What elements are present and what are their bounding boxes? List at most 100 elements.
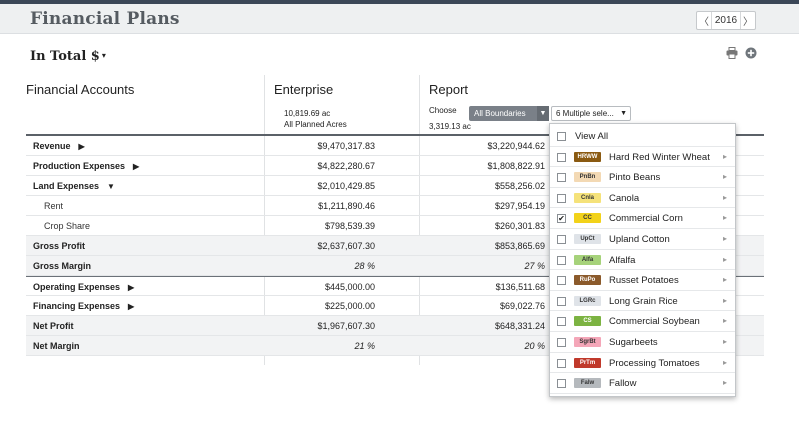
row-label: Net Margin: [33, 341, 80, 351]
checkbox[interactable]: [557, 152, 566, 162]
boundary-select-value: All Boundaries: [474, 109, 526, 118]
row-label: Revenue ▶: [33, 141, 85, 151]
crop-code-badge: Cnla: [574, 192, 601, 203]
chevron-right-icon[interactable]: ▸: [722, 295, 727, 305]
chevron-right-icon[interactable]: ▸: [722, 213, 727, 223]
boundary-select[interactable]: All Boundaries ▼: [469, 106, 549, 121]
crop-name: Processing Tomatoes: [609, 357, 700, 369]
table-row[interactable]: Financing Expenses ▶ $225,000.00 $69,022.…: [26, 296, 764, 316]
crop-dropdown-menu: View All HRWW Hard Red Winter Wheat ▸ PnBn P…: [549, 123, 736, 397]
dropdown-item[interactable]: HRWW Hard Red Winter Wheat ▸: [550, 147, 735, 168]
enterprise-acres: 10,819.69 ac: [284, 109, 331, 118]
total-mode-select[interactable]: In Total $ ▾: [30, 49, 106, 64]
crop-code-badge: UpCt: [574, 234, 601, 244]
enterprise-value: 28 %: [354, 261, 375, 271]
crop-code-badge: LGRc: [574, 295, 601, 306]
column-divider: [264, 75, 265, 365]
dropdown-item[interactable]: LGRc Long Grain Rice ▸: [550, 291, 735, 312]
crop-code-badge: HRWW: [574, 151, 601, 162]
enterprise-value: $445,000.00: [324, 282, 375, 292]
row-label: Rent: [44, 201, 64, 211]
chevron-right-icon[interactable]: ▸: [722, 378, 727, 388]
crop-name: Hard Red Winter Wheat: [609, 151, 710, 163]
table-row: Crop Share $798,539.39 $260,301.83: [26, 216, 764, 236]
crop-name: Commercial Soybean: [609, 316, 700, 328]
dropdown-item[interactable]: Alfa Alfalfa ▸: [550, 250, 735, 271]
expand-arrow-icon[interactable]: ▶: [128, 283, 135, 292]
crop-name: Commercial Corn: [609, 213, 683, 225]
crop-name: Upland Cotton: [609, 234, 670, 245]
app-header: Financial Plans 〈 2016 〉: [0, 4, 799, 34]
row-label: Financing Expenses ▶: [33, 301, 135, 311]
chevron-right-icon[interactable]: 〉: [743, 17, 753, 28]
crop-code-badge: Falw: [574, 378, 601, 389]
chevron-right-icon[interactable]: ▸: [722, 357, 727, 367]
checkbox[interactable]: [557, 338, 566, 347]
table-row[interactable]: Operating Expenses ▶ $445,000.00 $136,511…: [26, 276, 764, 296]
dropdown-item[interactable]: PrTm Processing Tomatoes ▸: [550, 353, 735, 374]
enterprise-value: $1,967,607.30: [317, 321, 375, 331]
enterprise-value: $9,470,317.83: [317, 141, 375, 151]
enterprise-value: 21 %: [354, 341, 375, 351]
expand-arrow-icon[interactable]: ▶: [128, 302, 135, 311]
chevron-right-icon[interactable]: ▸: [722, 254, 727, 264]
table-row[interactable]: Revenue ▶ $9,470,317.83 $3,220,944.62: [26, 136, 764, 156]
dropdown-item[interactable]: ✔ CC Commercial Corn ▸: [550, 208, 735, 229]
report-value: $558,256.02: [494, 181, 545, 191]
table-header-rule: [26, 134, 764, 136]
enterprise-acres-desc: All Planned Acres: [284, 120, 347, 129]
checkbox[interactable]: [557, 358, 566, 368]
chevron-right-icon[interactable]: ▸: [722, 337, 727, 346]
column-header-report: Report: [429, 82, 469, 97]
view-all-label: View All: [575, 131, 609, 142]
crop-multi-select[interactable]: 6 Multiple sele... ▼: [551, 106, 631, 121]
report-value: $69,022.76: [499, 301, 545, 311]
checkbox[interactable]: [557, 317, 566, 327]
checkbox[interactable]: [557, 296, 566, 306]
expand-arrow-icon[interactable]: ▶: [78, 142, 85, 151]
crop-name: Alfalfa: [609, 254, 636, 266]
checkbox[interactable]: [557, 173, 566, 183]
table-row[interactable]: Production Expenses ▶ $4,822,280.67 $1,80…: [26, 156, 764, 176]
table-row[interactable]: Land Expenses ▼ $2,010,429.85 $558,256.02: [26, 176, 764, 196]
checkbox[interactable]: [557, 255, 566, 265]
dropdown-item[interactable]: Falw Fallow ▸: [550, 373, 735, 394]
chevron-right-icon[interactable]: ▸: [722, 275, 727, 285]
chevron-right-icon[interactable]: ▸: [722, 316, 727, 326]
expand-arrow-icon[interactable]: ▶: [133, 162, 140, 171]
row-label: Net Profit: [33, 321, 74, 331]
collapse-arrow-icon[interactable]: ▼: [107, 182, 115, 191]
column-divider: [419, 75, 420, 365]
dropdown-item-view-all[interactable]: View All: [550, 126, 735, 147]
dropdown-item[interactable]: PnBn Pinto Beans ▸: [550, 167, 735, 188]
crop-name: Fallow: [609, 378, 637, 390]
crop-code-badge: RuPo: [574, 275, 601, 286]
row-label: Production Expenses ▶: [33, 161, 140, 171]
crop-name: Sugarbeets: [609, 337, 658, 348]
checkbox[interactable]: [557, 276, 566, 286]
checkbox[interactable]: ✔: [557, 214, 566, 224]
year-picker: 〈 2016 〉: [696, 11, 756, 30]
dropdown-item[interactable]: CS Commercial Soybean ▸: [550, 311, 735, 332]
dropdown-item[interactable]: SgrBt Sugarbeets ▸: [550, 332, 735, 353]
checkbox[interactable]: [557, 193, 566, 203]
dropdown-item[interactable]: Cnla Canola ▸: [550, 188, 735, 209]
enterprise-value: $1,211,890.46: [318, 201, 375, 211]
dropdown-item[interactable]: RuPo Russet Potatoes ▸: [550, 270, 735, 291]
checkbox[interactable]: [557, 235, 566, 244]
table-row: Rent $1,211,890.46 $297,954.19: [26, 196, 764, 216]
chevron-left-icon[interactable]: 〈: [699, 17, 709, 28]
chevron-right-icon[interactable]: ▸: [722, 151, 727, 161]
dropdown-item[interactable]: UpCt Upland Cotton ▸: [550, 229, 735, 250]
chevron-right-icon[interactable]: ▸: [722, 192, 727, 202]
crop-code-badge: Alfa: [574, 254, 601, 265]
plus-circle-icon[interactable]: [745, 47, 757, 59]
checkbox[interactable]: [557, 132, 566, 141]
print-icon[interactable]: [726, 47, 738, 59]
crop-name: Long Grain Rice: [609, 295, 678, 307]
chevron-right-icon[interactable]: ▸: [722, 234, 727, 243]
checkbox[interactable]: [557, 379, 566, 389]
total-mode-label: In Total $: [30, 49, 100, 64]
chevron-right-icon[interactable]: ▸: [722, 172, 727, 182]
crop-name: Canola: [609, 192, 640, 204]
